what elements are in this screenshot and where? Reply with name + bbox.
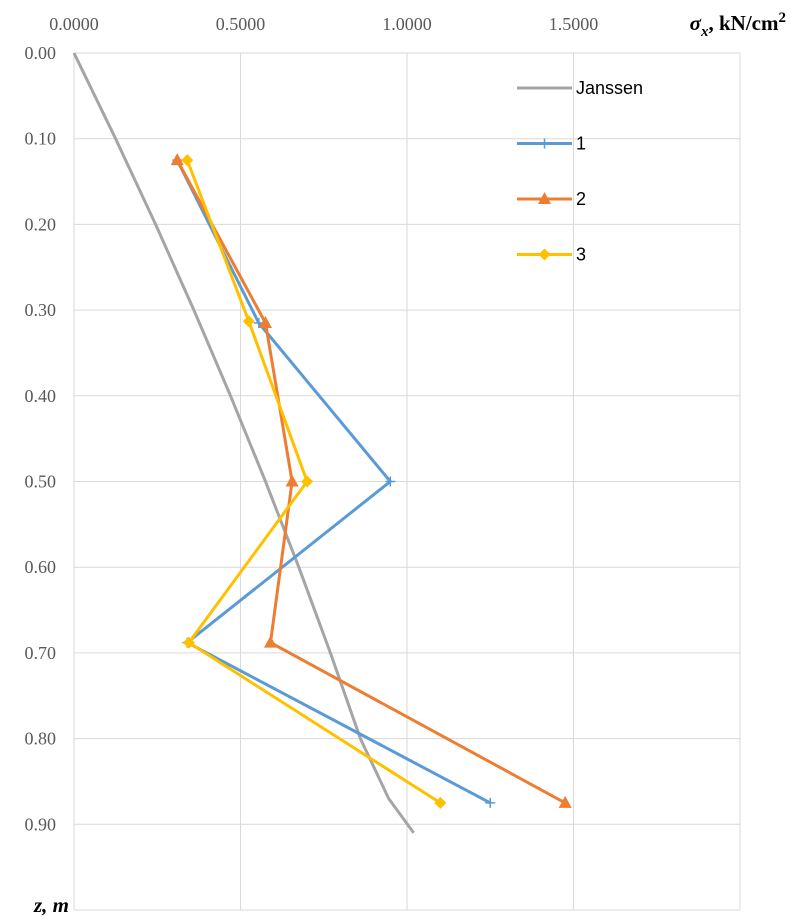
x-tick-label: 0.0000: [49, 14, 99, 34]
x-axis-title-symbol: σ: [690, 11, 702, 35]
data-point: [385, 476, 396, 487]
y-tick-label: 0.70: [25, 643, 57, 663]
y-tick-label: 0.00: [25, 43, 57, 63]
y-tick-label: 0.30: [25, 300, 57, 320]
x-axis-title: σx, kN/cm2: [690, 10, 786, 40]
legend-label: 2: [576, 189, 586, 209]
y-tick-label: 0.60: [25, 557, 57, 577]
data-point: [242, 315, 255, 328]
y-tick-label: 0.80: [25, 729, 57, 749]
y-tick-label: 0.90: [25, 814, 57, 834]
legend-item: 1: [517, 134, 586, 154]
data-point: [285, 474, 299, 487]
y-axis-ticks: 0.00 0.10 0.20 0.30 0.40 0.50 0.60 0.70 0.80 0.90: [25, 43, 57, 834]
legend-item: Janssen: [517, 78, 643, 98]
x-axis-title-unit: , kN/cm: [709, 11, 780, 35]
legend-item: 3: [517, 245, 586, 265]
y-tick-label: 0.20: [25, 214, 57, 234]
legend-marker: [539, 138, 550, 149]
legend-item: 2: [517, 189, 586, 209]
data-point: [170, 153, 184, 166]
x-axis-title-superscript: 2: [779, 10, 787, 26]
x-tick-label: 1.5000: [549, 14, 599, 34]
x-tick-label: 1.0000: [382, 14, 432, 34]
series-4: [181, 154, 447, 809]
legend: Janssen 1 2 3: [517, 78, 643, 265]
x-axis-title-subscript: x: [700, 24, 709, 40]
y-axis-title: z, m: [33, 893, 69, 917]
data-point: [558, 795, 572, 808]
data-point: [434, 796, 447, 809]
data-point: [301, 475, 314, 488]
data-point: [258, 315, 272, 328]
series-layer: [72, 52, 572, 834]
legend-label: 1: [576, 134, 586, 154]
x-tick-label: 0.5000: [216, 14, 266, 34]
series-3: [170, 153, 572, 808]
x-axis-ticks: 0.0000 0.5000 1.0000 1.5000: [49, 14, 598, 34]
y-tick-label: 0.10: [25, 129, 57, 149]
grid: [73, 52, 741, 911]
y-tick-label: 0.40: [25, 386, 57, 406]
legend-label: Janssen: [576, 78, 643, 98]
data-point: [485, 797, 496, 808]
legend-label: 3: [576, 245, 586, 265]
y-tick-label: 0.50: [25, 472, 57, 492]
legend-marker: [538, 192, 551, 204]
data-point: [182, 636, 195, 649]
data-point: [263, 635, 277, 648]
legend-marker: [538, 248, 551, 261]
data-point: [181, 154, 194, 167]
